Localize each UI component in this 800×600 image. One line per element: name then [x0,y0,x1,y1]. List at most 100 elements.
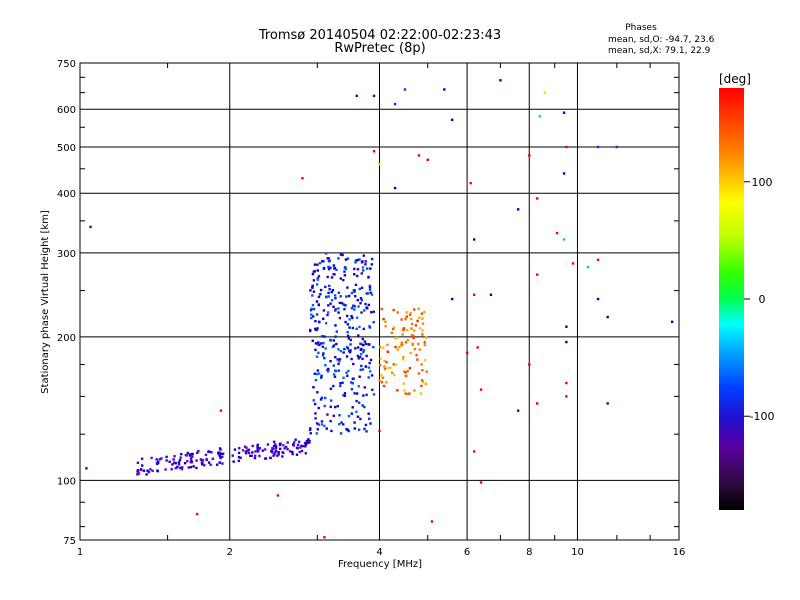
data-point [416,358,419,361]
data-point [406,328,409,332]
data-point [195,459,198,462]
data-point [330,290,333,294]
data-point [368,325,371,328]
data-point [315,355,319,358]
data-point [418,327,422,330]
data-point [361,337,364,341]
data-point [330,299,334,302]
data-point [417,154,421,157]
data-point [353,421,356,424]
data-point [140,457,144,460]
data-point [191,452,194,456]
data-point [416,342,420,346]
data-point [372,149,376,153]
data-point [196,451,199,454]
data-point [332,339,335,342]
data-point [170,468,173,471]
data-point [174,466,177,470]
data-point [270,449,273,452]
data-point [207,461,211,464]
data-point [327,295,331,298]
data-point [316,391,319,394]
phase-info-title: Phases [625,23,657,33]
data-point [324,252,328,255]
data-point [136,473,139,476]
data-point [450,118,454,122]
data-point [347,369,350,373]
data-point [472,238,476,241]
data-point [317,320,321,324]
data-point [294,438,297,441]
data-point [351,406,354,409]
data-point [309,308,313,312]
data-point [320,376,323,379]
data-point [279,442,282,445]
data-point [606,402,609,405]
data-point [308,439,311,443]
y-tick-label: 750 [57,59,76,70]
data-point [378,163,381,166]
data-point [360,364,363,368]
data-point [369,358,373,362]
data-point [316,327,319,330]
data-point [370,257,374,261]
data-point [317,423,321,426]
data-point [292,441,296,444]
data-point [327,367,330,371]
data-point [408,313,412,317]
data-point [298,450,301,454]
data-point [402,382,406,385]
data-point [355,392,359,395]
data-point [237,451,241,455]
data-point [355,316,359,319]
data-point [385,360,388,364]
data-point [311,272,315,276]
data-point [367,275,370,279]
data-point [351,377,354,381]
data-point [340,301,344,305]
data-point [361,266,365,269]
data-point [351,382,354,385]
data-point [312,315,315,318]
data-point [210,451,213,454]
data-point [400,343,404,347]
data-point [256,443,259,447]
data-point [184,453,188,457]
data-point [346,257,350,260]
data-point [347,414,351,418]
data-point [188,454,192,457]
data-point [355,410,358,414]
data-point [179,466,182,470]
data-point [383,365,386,368]
data-point [410,333,414,337]
data-point [137,472,141,475]
data-point [354,283,358,287]
data-point [309,289,312,292]
data-point [337,257,340,260]
data-point [414,324,418,327]
data-point [358,258,361,261]
data-point [322,309,326,312]
data-point [415,353,418,357]
data-point [312,290,316,293]
data-point [386,350,389,353]
data-point [274,446,278,450]
data-point [372,320,375,324]
data-point [356,415,360,418]
data-point [195,512,199,516]
data-point [421,317,424,320]
data-point [319,398,323,401]
data-point [385,381,388,384]
data-point [331,345,335,348]
data-point [370,263,374,266]
data-point [516,208,520,211]
data-point [368,284,372,287]
y-tick-label: 600 [57,105,76,116]
data-point [425,336,428,339]
data-point [272,454,275,457]
data-point [361,357,364,361]
data-point [342,278,345,282]
data-point [218,447,222,450]
data-point [291,450,294,454]
data-point [303,441,307,445]
